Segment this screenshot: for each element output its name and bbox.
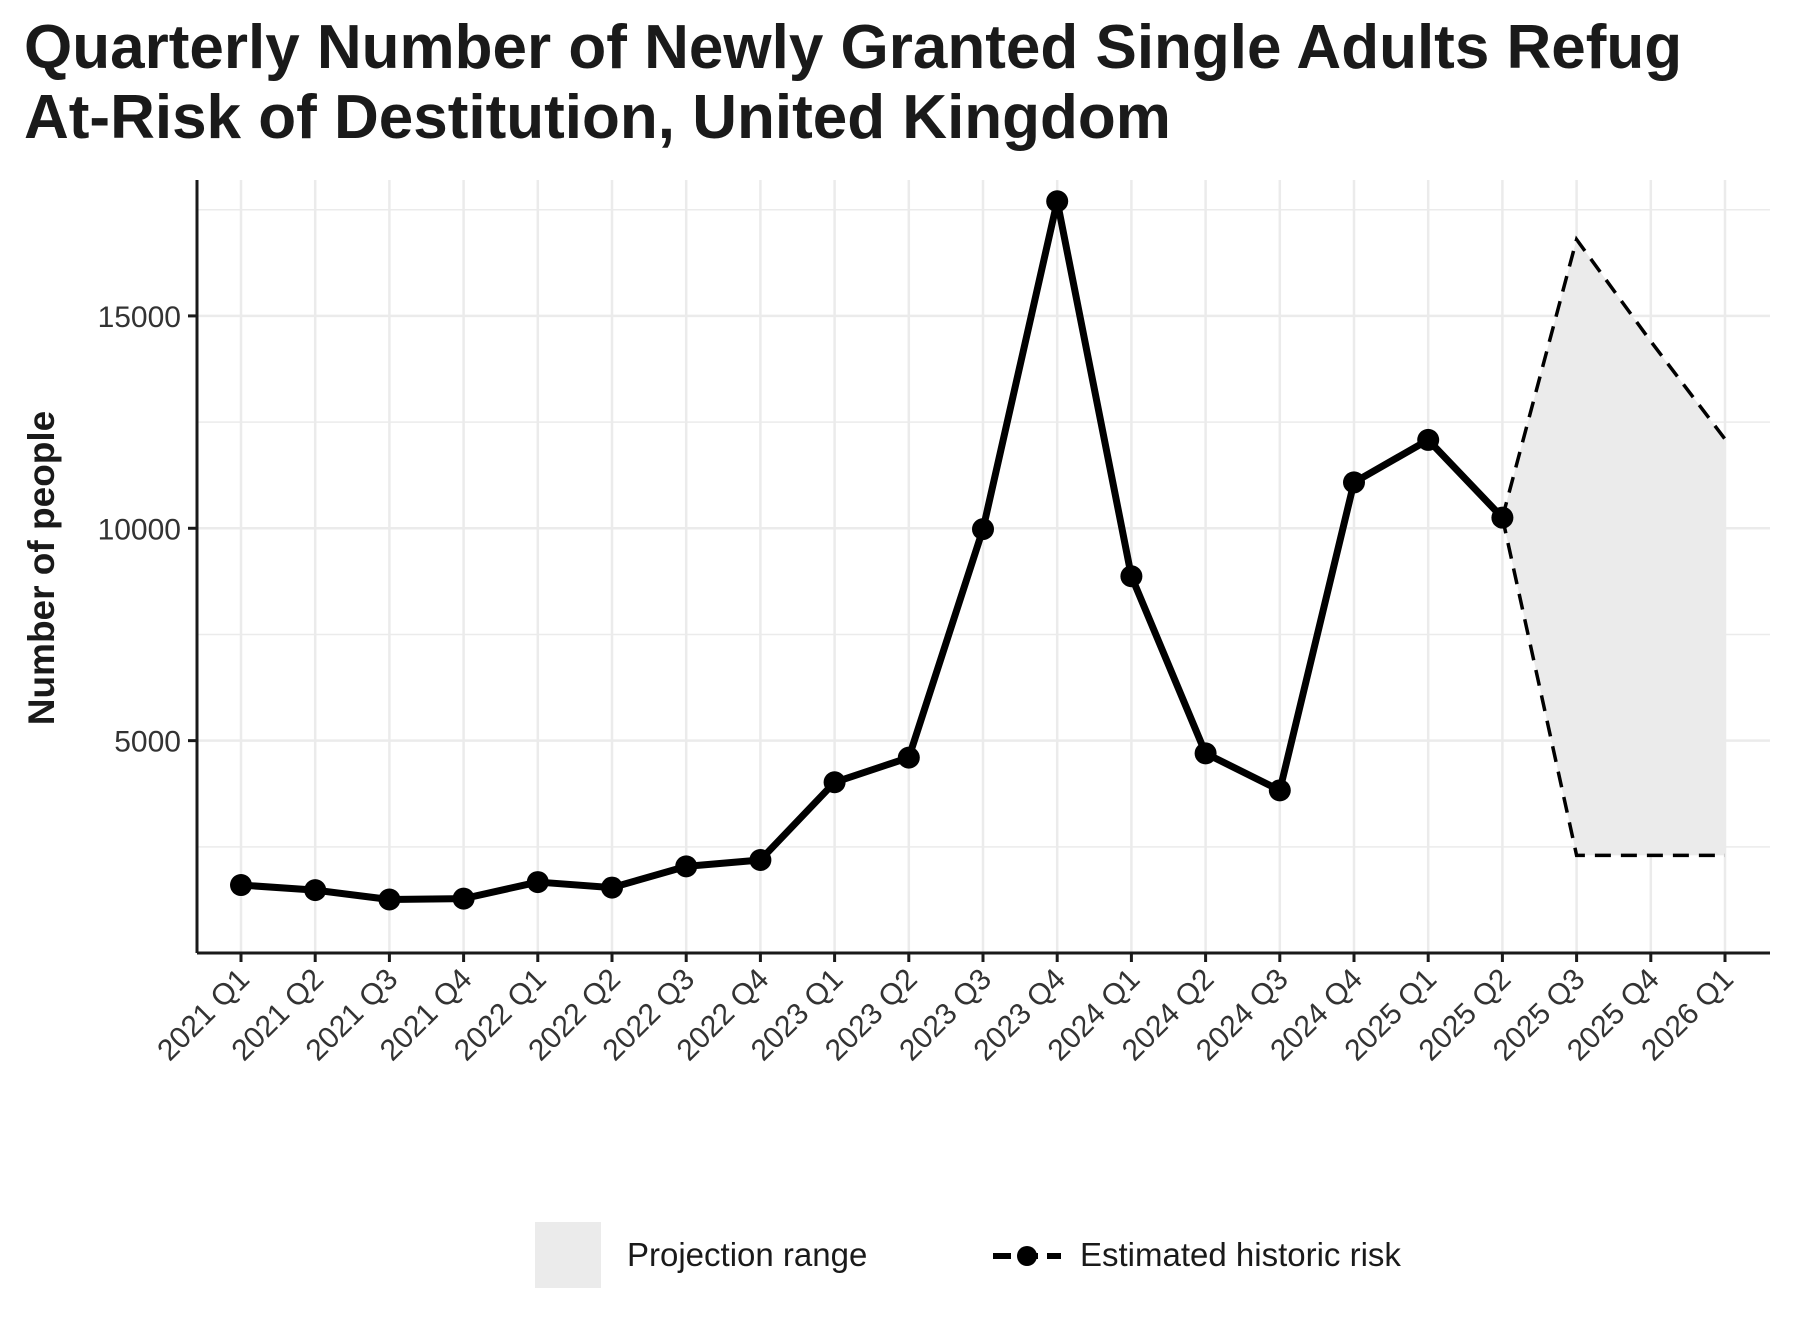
data-point [1268,779,1291,802]
data-point [452,887,475,910]
data-point [230,874,252,897]
y-axis-label: Number of people [21,411,62,726]
data-point [897,746,920,769]
data-point [1417,428,1440,451]
legend-projection-label: Projection range [627,1236,867,1273]
data-point [526,871,549,894]
data-point [1046,190,1069,213]
legend-series-marker [1017,1246,1037,1266]
label-layer: Number of people [21,411,62,726]
data-point [823,771,846,794]
projection-lower-line [1500,517,1725,858]
data-point [304,879,327,902]
data-point [1120,565,1143,588]
data-point [601,876,623,899]
data-point [1343,471,1365,494]
legend-projection-swatch [535,1222,601,1288]
y-tick-label: 5000 [114,726,181,759]
legend-series-label: Estimated historic risk [1080,1236,1401,1273]
data-point [972,518,994,541]
data-point [749,848,772,871]
series-layer [230,190,1514,911]
projection-layer [1500,235,1727,858]
series-line [240,197,1505,903]
data-point [378,888,401,911]
chart-title-line-2: At-Risk of Destitution, United Kingdom [24,83,1171,152]
y-tick-label: 10000 [98,513,181,546]
projection-upper-line [1500,235,1727,519]
y-tick-label: 15000 [98,301,181,334]
projection-range-area [1502,239,1725,856]
data-point [1194,742,1217,765]
chart-title-line-1: Quarterly Number of Newly Granted Single… [24,13,1683,82]
data-point [675,855,698,878]
data-point [1491,506,1514,529]
legend: Projection range Estimated historic risk [535,1222,1401,1288]
